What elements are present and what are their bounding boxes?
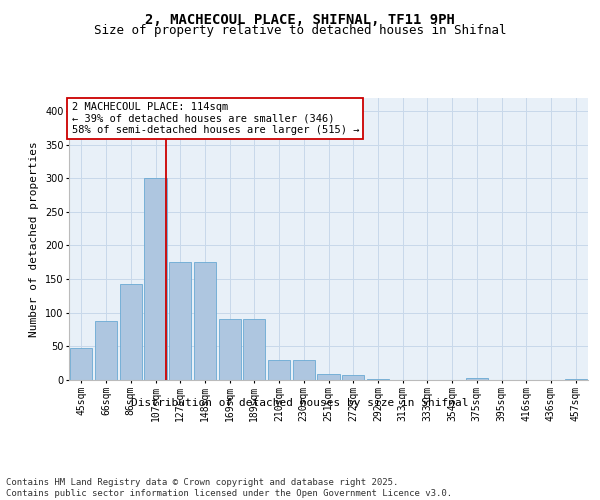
Bar [367,378,389,380]
Text: Distribution of detached houses by size in Shifnal: Distribution of detached houses by size … [131,398,469,407]
Text: Size of property relative to detached houses in Shifnal: Size of property relative to detached ho… [94,24,506,37]
Bar [70,348,92,380]
Bar [169,262,191,380]
Text: 2 MACHECOUL PLACE: 114sqm
← 39% of detached houses are smaller (346)
58% of semi: 2 MACHECOUL PLACE: 114sqm ← 39% of detac… [71,102,359,135]
Bar [293,360,315,380]
Text: 2, MACHECOUL PLACE, SHIFNAL, TF11 9PH: 2, MACHECOUL PLACE, SHIFNAL, TF11 9PH [145,12,455,26]
Bar [119,284,142,380]
Bar [342,376,364,380]
Bar [268,360,290,380]
Y-axis label: Number of detached properties: Number of detached properties [29,141,39,336]
Bar [317,374,340,380]
Bar [218,320,241,380]
Bar [466,378,488,380]
Bar [145,178,167,380]
Bar [565,378,587,380]
Bar [194,262,216,380]
Bar [243,320,265,380]
Text: Contains HM Land Registry data © Crown copyright and database right 2025.
Contai: Contains HM Land Registry data © Crown c… [6,478,452,498]
Bar [95,321,117,380]
